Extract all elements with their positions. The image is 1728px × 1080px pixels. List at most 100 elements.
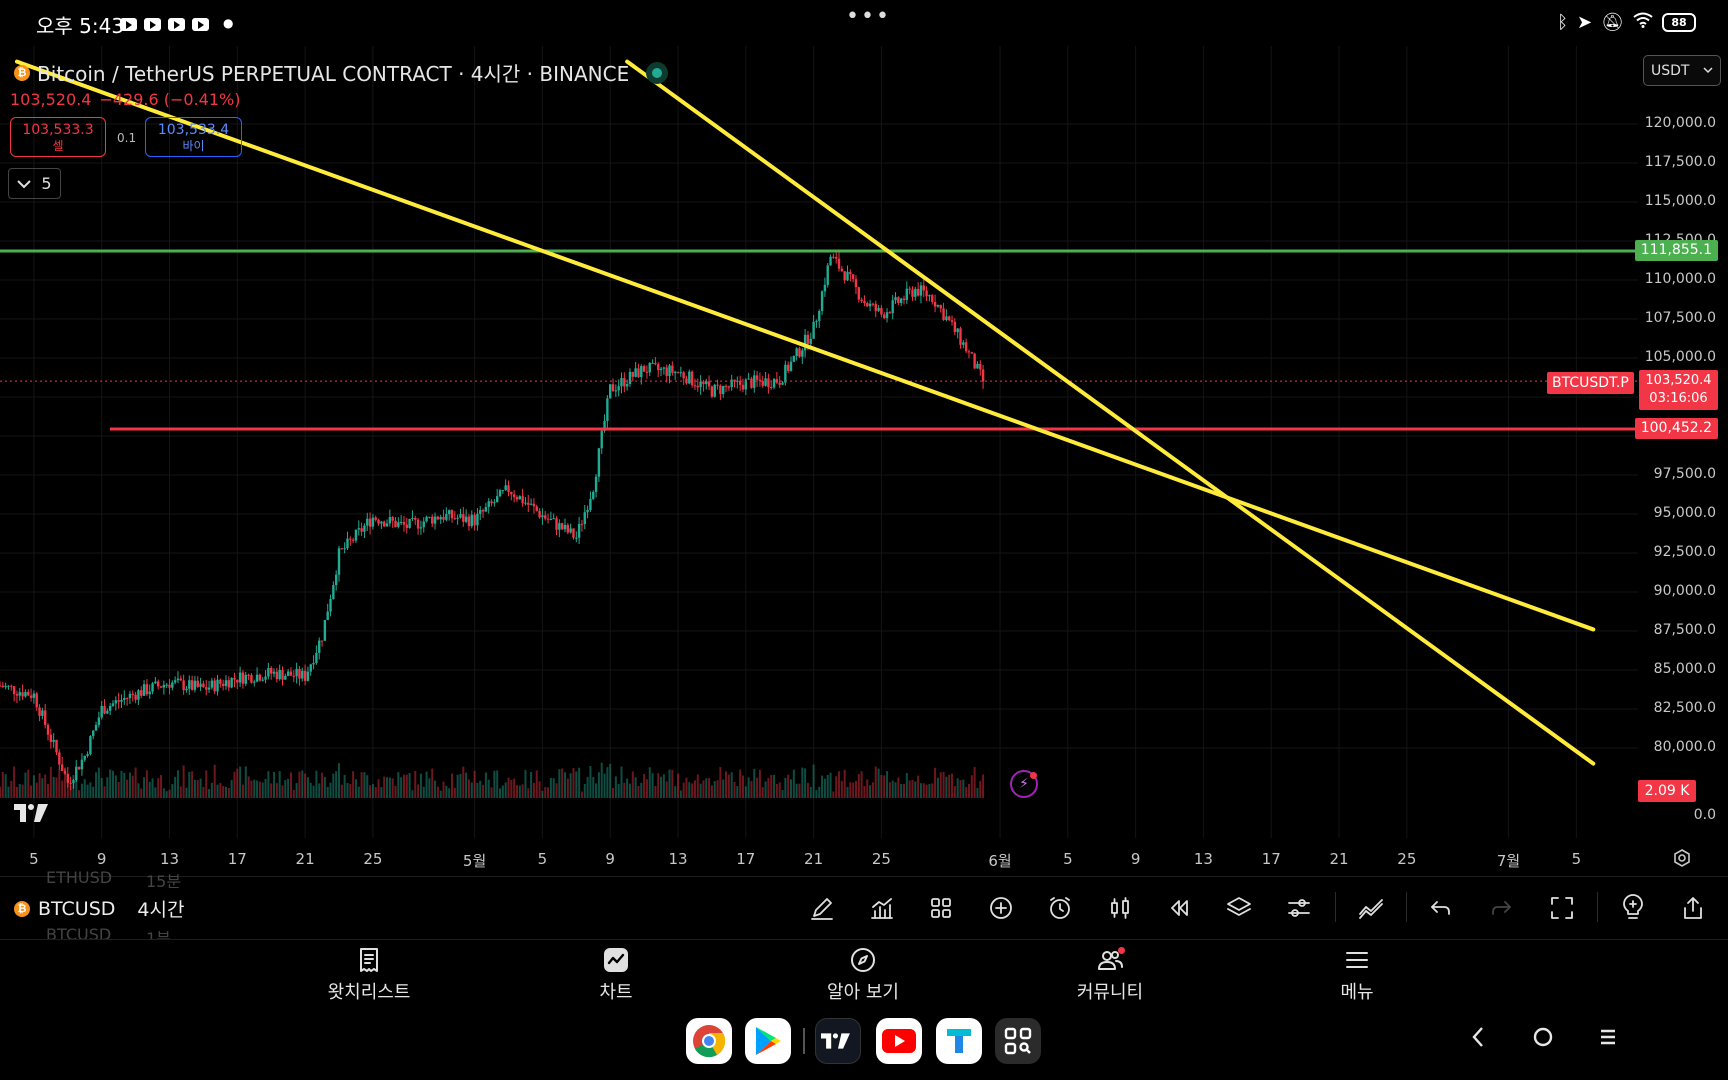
settings-button[interactable] <box>1281 890 1317 926</box>
volume-bar <box>744 786 747 798</box>
candle-body <box>363 525 366 532</box>
market-status-icon[interactable] <box>646 61 669 84</box>
play-store-app[interactable] <box>745 1018 791 1064</box>
lightning-alert-icon[interactable]: ⚡︎ <box>1010 770 1038 798</box>
fullscreen-button[interactable] <box>1544 890 1580 926</box>
t-app-icon <box>947 1029 971 1053</box>
volume-bar <box>499 788 502 798</box>
t-app[interactable] <box>936 1018 982 1064</box>
volume-bar <box>871 782 874 798</box>
indicators-toggle[interactable]: 5 <box>8 168 61 199</box>
symbol-header[interactable]: ₿ Bitcoin / TetherUS PERPETUAL CONTRACT … <box>14 58 669 87</box>
chrome-app[interactable] <box>686 1018 732 1064</box>
alert-button[interactable] <box>1042 890 1078 926</box>
candle-body <box>371 517 375 527</box>
buy-button[interactable]: 103,533.4 바이 <box>145 117 242 157</box>
sell-button[interactable]: 103,533.3 셀 <box>10 117 106 157</box>
volume-bar <box>936 777 939 798</box>
price-axis-tick: 87,500.0 <box>1653 622 1716 638</box>
candle-body <box>193 680 197 690</box>
volume-bar <box>131 775 134 798</box>
candle-body <box>49 734 53 742</box>
volume-bar <box>953 786 956 798</box>
candle-body <box>671 365 674 373</box>
candle-type-button[interactable] <box>1102 890 1138 926</box>
resistance-price-tag: 111,855.1 <box>1634 240 1718 261</box>
volume-bar <box>849 782 852 798</box>
draw-icon <box>811 898 833 920</box>
candle-body <box>21 692 24 697</box>
candle-body <box>453 518 457 520</box>
candle-body <box>388 517 392 524</box>
candle-body <box>92 730 95 737</box>
draw-button[interactable] <box>804 890 840 926</box>
volume-bar <box>908 780 911 798</box>
candle-body <box>897 297 900 303</box>
nav-community[interactable]: 커뮤니티 <box>1040 946 1180 1004</box>
chart-settings-icon[interactable] <box>1672 848 1692 872</box>
candle-body <box>840 268 844 272</box>
tradingview-logo[interactable] <box>14 802 54 828</box>
candle-body <box>117 700 120 702</box>
qr-scanner-app[interactable] <box>995 1018 1041 1064</box>
window-options-icon[interactable]: ••• <box>846 4 891 29</box>
nav-explore[interactable]: 알아 보기 <box>793 946 933 1004</box>
time-axis-tick: 9 <box>605 850 615 868</box>
volume-bar <box>580 791 583 798</box>
volume-bar <box>764 781 767 798</box>
indicators-button[interactable] <box>864 890 900 926</box>
volume-bar <box>83 779 86 798</box>
volume-bar <box>532 782 535 798</box>
time-axis-tick: 5 <box>29 850 39 868</box>
back-icon[interactable] <box>1468 1024 1488 1057</box>
candle-body <box>549 519 553 521</box>
volume-bar <box>191 771 194 798</box>
candle-body <box>337 548 341 575</box>
replay-button[interactable] <box>1161 890 1197 926</box>
redo-button[interactable] <box>1483 890 1519 926</box>
volume-bar <box>109 769 112 798</box>
nav-watchlist[interactable]: 왓치리스트 <box>299 946 439 1004</box>
currency-select[interactable]: USDT <box>1643 55 1721 86</box>
recents-icon[interactable] <box>1598 1024 1618 1057</box>
candle-body <box>431 516 434 524</box>
volume-bar <box>628 783 631 798</box>
volume-bar <box>162 788 165 798</box>
volume-bar <box>213 764 216 798</box>
price-axis-tick: 92,500.0 <box>1653 544 1716 560</box>
symbol-picker[interactable]: ₿ BTCUSD 4시간 <box>14 895 184 922</box>
candle-body <box>436 516 440 520</box>
candle-body <box>289 671 293 676</box>
volume-bar <box>340 784 343 798</box>
youtube-app[interactable] <box>876 1018 922 1064</box>
undo-button[interactable] <box>1423 890 1459 926</box>
volume-bar <box>357 786 360 798</box>
nav-menu[interactable]: 메뉴 <box>1287 946 1427 1004</box>
candle-body <box>770 386 773 388</box>
volume-bar <box>883 775 886 798</box>
candle-body <box>727 386 731 388</box>
time-axis-tick: 7월 <box>1496 852 1521 870</box>
chart-area[interactable] <box>0 46 1728 876</box>
volume-bar <box>826 774 829 798</box>
community-icon <box>1098 951 1123 970</box>
idea-button[interactable] <box>1615 890 1651 926</box>
interval-picker[interactable]: 4시간 <box>137 899 185 921</box>
candle-body <box>230 677 233 688</box>
candle-body <box>315 652 318 663</box>
candle-body <box>719 385 722 394</box>
layers-button[interactable] <box>1221 890 1257 926</box>
home-icon[interactable] <box>1531 1024 1555 1057</box>
trend-button[interactable] <box>1353 890 1389 926</box>
templates-button[interactable] <box>923 890 959 926</box>
volume-bar <box>758 769 761 798</box>
price-chart[interactable] <box>0 46 1728 876</box>
price-change: −429.6 (−0.41%) <box>99 90 241 109</box>
watchlist-icon <box>360 948 378 972</box>
share-button[interactable] <box>1675 890 1711 926</box>
candle-body <box>888 312 892 314</box>
nav-chart[interactable]: 차트 <box>546 946 686 1004</box>
volume-bar <box>970 775 973 798</box>
add-button[interactable] <box>983 890 1019 926</box>
tradingview-app[interactable] <box>815 1018 861 1064</box>
